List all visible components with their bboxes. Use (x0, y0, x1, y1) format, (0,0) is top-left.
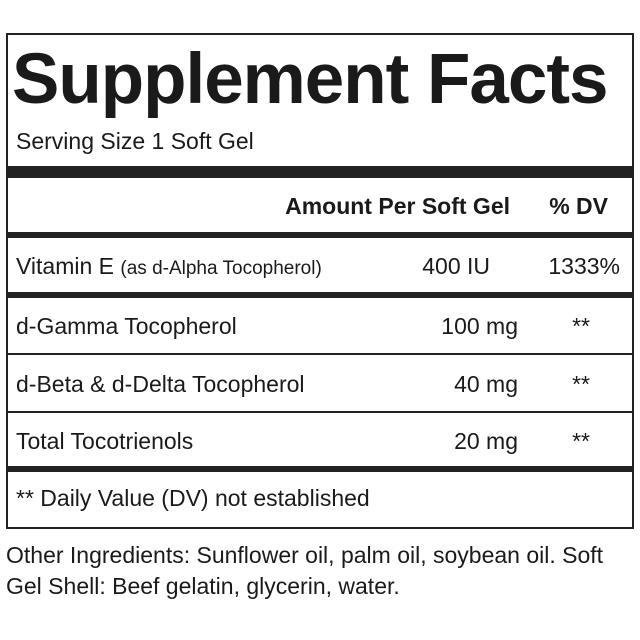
nutrient-amount: 400 IU (422, 253, 490, 279)
nutrient-dv: ** (572, 313, 590, 339)
nutrient-dv: ** (572, 371, 590, 397)
divider-medium (8, 232, 632, 238)
nutrient-amount: 100 mg (441, 313, 518, 339)
divider-thick (8, 166, 632, 178)
other-ingredients: Other Ingredients: Sunflower oil, palm o… (6, 542, 604, 599)
nutrient-amount: 20 mg (454, 428, 518, 454)
divider-thin (8, 353, 632, 355)
nutrient-note: (as d-Alpha Tocopherol) (120, 258, 322, 279)
nutrient-name: d-Gamma Tocopherol (16, 313, 237, 339)
nutrient-name: Total Tocotrienols (16, 428, 194, 454)
nutrient-dv: 1333% (548, 253, 620, 279)
dv-header: % DV (549, 193, 608, 219)
nutrient-name: d-Beta & d-Delta Tocopherol (16, 371, 305, 397)
nutrient-name: Vitamin E (16, 253, 115, 279)
nutrient-dv: ** (572, 428, 590, 454)
divider-thin (8, 411, 632, 413)
supplement-facts-panel: Supplement Facts Serving Size 1 Soft Gel… (6, 33, 634, 529)
divider-medium (8, 292, 632, 298)
footnote-text: ** Daily Value (DV) not established (16, 485, 370, 511)
divider-medium (8, 466, 632, 472)
nutrient-amount: 40 mg (454, 371, 518, 397)
serving-size: Serving Size 1 Soft Gel (16, 128, 254, 154)
amount-header: Amount Per Soft Gel (285, 193, 510, 219)
panel-title: Supplement Facts (12, 40, 609, 119)
